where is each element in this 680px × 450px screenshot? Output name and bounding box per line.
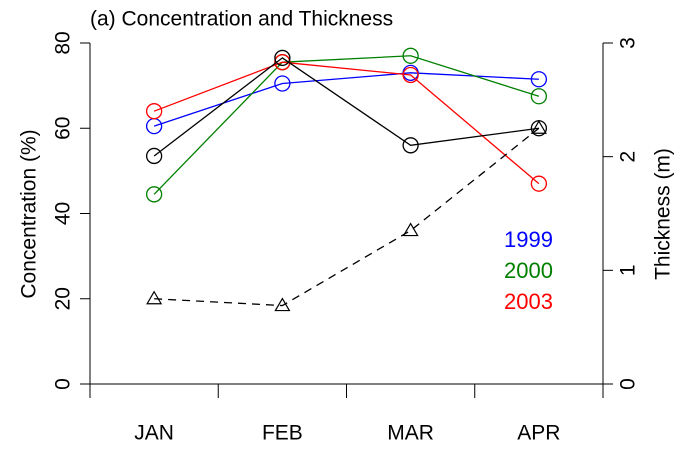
chart-title: (a) Concentration and Thickness bbox=[90, 8, 393, 31]
legend-entry: 2003 bbox=[504, 289, 553, 314]
marker bbox=[145, 147, 163, 165]
y-tick-label: 60 bbox=[52, 117, 75, 140]
y-tick-label: 0 bbox=[52, 378, 75, 390]
marker bbox=[530, 120, 547, 134]
series-line bbox=[153, 72, 539, 127]
marker bbox=[402, 47, 419, 64]
marker bbox=[274, 75, 291, 92]
marker bbox=[274, 54, 291, 71]
series-line bbox=[153, 57, 539, 157]
marker bbox=[530, 175, 548, 192]
marker bbox=[402, 222, 419, 237]
x-tick-label: FEB bbox=[262, 422, 303, 445]
x-tick-label: APR bbox=[517, 422, 560, 445]
y2-axis-label: Thickness (m) bbox=[652, 148, 675, 280]
x-tick-label: MAR bbox=[387, 422, 434, 445]
y2-tick-label: 2 bbox=[617, 151, 640, 163]
y-tick-label: 80 bbox=[52, 31, 75, 54]
marker bbox=[402, 137, 419, 154]
marker bbox=[530, 88, 548, 105]
series-line bbox=[153, 55, 540, 195]
y-tick-label: 40 bbox=[52, 202, 75, 225]
marker bbox=[274, 49, 291, 67]
marker bbox=[145, 103, 163, 120]
x-tick-label: JAN bbox=[134, 422, 174, 445]
y2-tick-label: 3 bbox=[617, 37, 640, 49]
series-line bbox=[154, 127, 540, 307]
marker bbox=[402, 66, 419, 84]
marker bbox=[145, 186, 163, 203]
series-line bbox=[153, 61, 540, 185]
y2-tick-label: 0 bbox=[617, 378, 640, 390]
marker bbox=[274, 297, 291, 312]
marker bbox=[530, 71, 548, 88]
y2-tick-label: 1 bbox=[617, 264, 640, 276]
legend-entry: 2000 bbox=[504, 258, 553, 283]
marker bbox=[146, 290, 163, 305]
y-tick-label: 20 bbox=[52, 287, 75, 310]
legend-entry: 1999 bbox=[504, 227, 553, 252]
y-axis-label: Concentration (%) bbox=[18, 129, 41, 298]
